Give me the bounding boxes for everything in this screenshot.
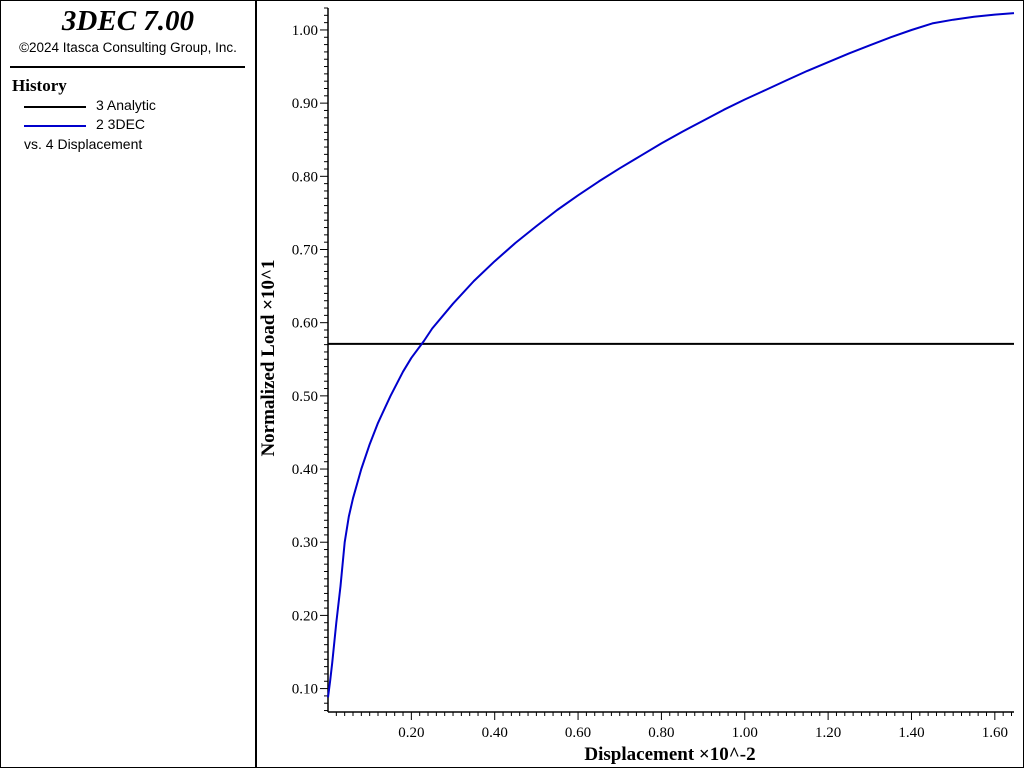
y-tick-label: 0.90	[292, 96, 318, 112]
plot-axes	[327, 8, 1014, 713]
y-tick-label: 0.60	[292, 316, 318, 332]
y-ticks: 0.10 0.20 0.30 0.40 0.50 0.60 0.70 0.80 0.90 1.00	[292, 7, 328, 712]
x-tick-label: 1.40	[898, 725, 924, 741]
y-tick-label: 0.40	[292, 462, 318, 478]
x-tick-label: 1.60	[982, 725, 1008, 741]
plot-series	[327, 12, 1015, 698]
y-tick-label: 0.70	[292, 242, 318, 258]
x-tick-label: 0.80	[648, 725, 674, 741]
y-axis-title: Normalized Load ×10^1	[258, 259, 279, 456]
y-tick-label: 0.30	[292, 535, 318, 551]
x-tick-label: 0.20	[398, 725, 424, 741]
copyright-text: ©2024 Itasca Consulting Group, Inc.	[19, 40, 237, 55]
legend-swatch-3dec	[24, 125, 86, 127]
app-title: 3DEC 7.00	[61, 5, 195, 37]
x-axis-title: Displacement ×10^-2	[584, 744, 755, 765]
y-tick-label: 1.00	[292, 23, 318, 39]
y-tick-label: 0.20	[292, 608, 318, 624]
x-tick-label: 0.40	[482, 725, 508, 741]
legend-note: vs. 4 Displacement	[24, 136, 143, 152]
x-tick-label: 0.60	[565, 725, 591, 741]
legend-label-3dec: 2 3DEC	[96, 116, 146, 132]
legend-swatch-analytic	[24, 106, 86, 108]
y-tick-label: 0.80	[292, 169, 318, 185]
x-tick-label: 1.20	[815, 725, 841, 741]
y-tick-label: 0.10	[292, 682, 318, 698]
x-tick-label: 1.00	[732, 725, 758, 741]
x-ticks: 0.20 0.40 0.60 0.80 1.00 1.20 1.40 1.60	[335, 712, 1012, 741]
y-tick-label: 0.50	[292, 389, 318, 405]
panel-divider	[255, 0, 257, 768]
legend-heading: History	[12, 76, 67, 95]
title-divider	[10, 66, 245, 68]
legend-panel: 3DEC 7.00 ©2024 Itasca Consulting Group,…	[0, 0, 255, 768]
legend-label-analytic: 3 Analytic	[96, 97, 156, 113]
series-line-2-3dec	[327, 12, 1015, 698]
